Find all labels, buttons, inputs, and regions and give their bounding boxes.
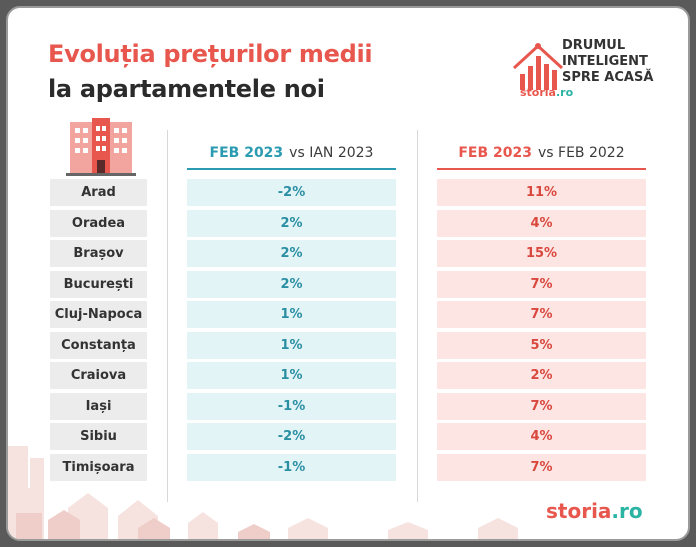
small-storia-logo: storia.ro (520, 86, 573, 99)
logo-part1: storia (546, 499, 612, 523)
change-vs-prev-month: -2% (187, 423, 396, 450)
table-row: Sibiu -2% 4% (8, 423, 688, 450)
city-name: Oradea (50, 209, 147, 237)
table-row: Oradea 2% 4% (8, 209, 688, 237)
city-name: Brașov (50, 240, 147, 267)
tagline-line-1: DRUMUL (562, 38, 626, 53)
title-line-2: la apartamentele noi (48, 75, 325, 103)
infographic-card: Evoluția prețurilor medii la apartamente… (6, 6, 690, 541)
small-logo-part2: .ro (555, 86, 574, 99)
header-1-underline (187, 168, 396, 170)
change-vs-prev-year: 2% (437, 362, 646, 389)
building-icon (66, 118, 136, 176)
city-skyline-decoration (8, 446, 518, 539)
change-vs-prev-month: -1% (187, 392, 396, 420)
small-logo-part1: storia (520, 86, 556, 99)
change-vs-prev-year: 7% (437, 392, 646, 420)
header-2-underline (437, 168, 646, 170)
table-row: Timișoara -1% 7% (8, 453, 688, 481)
tagline-line-2: INTELIGENT (562, 54, 648, 69)
change-vs-prev-month: -2% (187, 179, 396, 206)
change-vs-prev-month: 1% (187, 362, 396, 389)
city-name: Iași (50, 392, 147, 420)
table-row: Craiova 1% 2% (8, 362, 688, 389)
house-chart-logo-icon (512, 43, 564, 90)
table-row: București 2% 7% (8, 270, 688, 298)
change-vs-prev-month: 1% (187, 301, 396, 328)
header-1-bold: FEB 2023 (209, 145, 284, 161)
change-vs-prev-month: 2% (187, 270, 396, 298)
tagline: DRUMUL INTELIGENT SPRE ACASĂ (562, 38, 653, 86)
table-row: Brașov 2% 15% (8, 240, 688, 267)
change-vs-prev-year: 5% (437, 331, 646, 359)
header-2-rest: vs FEB 2022 (538, 145, 625, 161)
city-name: Arad (50, 179, 147, 206)
change-vs-prev-month: -1% (187, 453, 396, 481)
change-vs-prev-month: 2% (187, 240, 396, 267)
city-name: Craiova (50, 362, 147, 389)
logo-part2: .ro (611, 499, 643, 523)
tagline-line-3: SPRE ACASĂ (562, 70, 654, 85)
header-year-over-year: FEB 2023 vs FEB 2022 (437, 138, 646, 168)
change-vs-prev-year: 15% (437, 240, 646, 267)
header-month-over-month: FEB 2023 vs IAN 2023 (187, 138, 396, 168)
column-divider-2 (417, 130, 418, 502)
table-row: Iași -1% 7% (8, 392, 688, 420)
title-line-1: Evoluția prețurilor medii (48, 40, 373, 68)
change-vs-prev-year: 11% (437, 179, 646, 206)
city-name: Cluj-Napoca (50, 301, 147, 328)
change-vs-prev-year: 4% (437, 209, 646, 237)
header-2-bold: FEB 2023 (458, 145, 532, 161)
table-row: Arad -2% 11% (8, 179, 688, 206)
city-name: Sibiu (50, 423, 147, 450)
change-vs-prev-year: 7% (437, 453, 646, 481)
city-name: Timișoara (50, 453, 147, 481)
table-row: Constanța 1% 5% (8, 331, 688, 359)
change-vs-prev-year: 7% (437, 301, 646, 328)
storia-logo: storia.ro (546, 499, 643, 523)
change-vs-prev-year: 7% (437, 270, 646, 298)
city-name: Constanța (50, 331, 147, 359)
column-divider-1 (167, 130, 168, 502)
table-row: Cluj-Napoca 1% 7% (8, 301, 688, 328)
change-vs-prev-month: 2% (187, 209, 396, 237)
change-vs-prev-month: 1% (187, 331, 396, 359)
city-name: București (50, 270, 147, 298)
change-vs-prev-year: 4% (437, 423, 646, 450)
header-1-rest: vs IAN 2023 (289, 145, 374, 161)
